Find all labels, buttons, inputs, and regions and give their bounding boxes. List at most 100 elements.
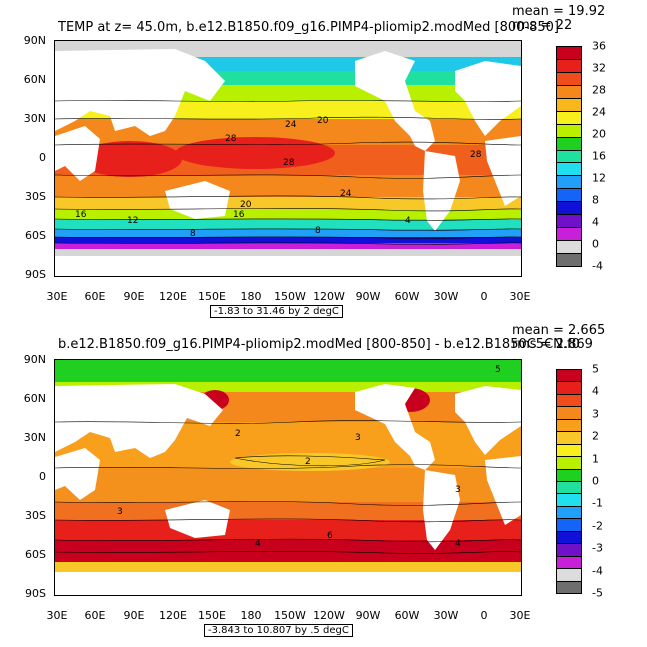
contour-interval-box: -3.843 to 10.807 by .5 degC: [204, 624, 353, 637]
contour-label: 24: [340, 189, 352, 199]
bottom-map-panel: b.e12.B1850.f09_g16.PIMP4-pliomip2.modMe…: [0, 323, 647, 646]
colorbar-swatch: [556, 214, 582, 229]
top-map-title: TEMP at z= 45.0m, b.e12.B1850.f09_g16.PI…: [58, 20, 559, 35]
colorbar-label: 32: [592, 61, 606, 75]
colorbar-swatch: [556, 84, 582, 99]
lon-label: 0: [480, 290, 488, 303]
lat-label: 30N: [23, 431, 46, 444]
colorbar-swatch: [556, 162, 582, 177]
contour-label: 5: [495, 365, 501, 375]
colorbar-label: 24: [592, 105, 606, 119]
lon-label: 90W: [355, 609, 381, 622]
lat-label: 0: [39, 151, 46, 164]
lat-label: 90N: [23, 34, 46, 47]
contour-label: 2: [305, 457, 311, 467]
contour-interval-box: -1.83 to 31.46 by 2 degC: [210, 305, 343, 318]
colorbar-swatch: [556, 456, 582, 470]
contour-label: 20: [317, 116, 329, 126]
colorbar-label: -2: [592, 519, 603, 533]
colorbar-swatch: [556, 58, 582, 73]
colorbar-label: -1: [592, 496, 603, 510]
contour-label: 4: [255, 539, 261, 549]
contour-label: 3: [455, 485, 461, 495]
colorbar-swatch: [556, 123, 582, 138]
colorbar-swatch: [556, 505, 582, 520]
lon-label: 60W: [394, 290, 420, 303]
lon-label: 180: [240, 290, 262, 303]
colorbar-swatch: [556, 175, 582, 190]
lon-label: 30E: [46, 609, 68, 622]
lat-label: 0: [39, 470, 46, 483]
colorbar-label: 4: [592, 215, 599, 229]
contour-label: 16: [233, 210, 245, 220]
colorbar-label: 36: [592, 39, 606, 53]
colorbar-swatch: [556, 97, 582, 112]
colorbar-swatch: [556, 71, 582, 86]
colorbar-swatch: [556, 481, 582, 495]
lat-label: 60N: [23, 392, 46, 405]
contour-label: 24: [285, 120, 297, 130]
lon-label: 150W: [274, 609, 306, 622]
colorbar-swatch: [556, 201, 582, 216]
lon-label: 180: [240, 609, 262, 622]
lon-label: 150E: [198, 290, 226, 303]
lat-label: 90N: [23, 353, 46, 366]
contour-label: 4: [405, 216, 411, 226]
colorbar-swatch: [556, 393, 582, 408]
top-rms-label: rms = 22: [512, 18, 573, 33]
colorbar-swatch: [556, 381, 582, 395]
contour-label: 2: [235, 429, 241, 439]
colorbar-label: 4: [592, 384, 599, 398]
contour-label: 28: [470, 150, 482, 160]
colorbar-label: -3: [592, 541, 603, 555]
colorbar-swatch: [556, 240, 582, 255]
contour-label: 16: [75, 210, 87, 220]
lon-label: 30W: [433, 290, 459, 303]
colorbar-swatch: [556, 46, 582, 60]
colorbar-swatch: [556, 253, 582, 267]
lon-label: 0: [480, 609, 488, 622]
bottom-colorbar: [556, 369, 582, 594]
contour-label: 3: [117, 507, 123, 517]
colorbar-swatch: [556, 443, 582, 458]
colorbar-label: 16: [592, 149, 606, 163]
colorbar-label: 12: [592, 171, 606, 185]
colorbar-swatch: [556, 431, 582, 445]
lat-label: 60S: [25, 229, 46, 242]
colorbar-label: 5: [592, 362, 599, 376]
lat-label: 30S: [25, 190, 46, 203]
lat-label: 60S: [25, 548, 46, 561]
top-temperature-map: 24 20 28 28 28 24 20 16 16 12 8 8 4: [54, 40, 522, 277]
colorbar-swatch: [556, 406, 582, 420]
lon-label: 120W: [313, 609, 345, 622]
contour-label: 20: [240, 200, 252, 210]
colorbar-swatch: [556, 110, 582, 125]
contour-label: 12: [127, 216, 138, 226]
colorbar-swatch: [556, 227, 582, 242]
colorbar-swatch: [556, 188, 582, 203]
lon-label: 90E: [123, 290, 145, 303]
colorbar-swatch: [556, 136, 582, 151]
colorbar-label: 1: [592, 452, 599, 466]
lat-label: 90S: [25, 268, 46, 281]
bottom-rms-label: rms = 2.869: [512, 337, 593, 352]
lon-label: 60E: [84, 609, 106, 622]
colorbar-swatch: [556, 530, 582, 545]
contour-label: 28: [225, 134, 237, 144]
colorbar-swatch: [556, 468, 582, 482]
contour-label: 8: [190, 229, 196, 239]
colorbar-label: -4: [592, 259, 603, 273]
colorbar-label: -4: [592, 564, 603, 578]
colorbar-label: -5: [592, 586, 603, 600]
lon-label: 90E: [123, 609, 145, 622]
colorbar-swatch: [556, 493, 582, 507]
colorbar-swatch: [556, 580, 582, 594]
contour-label: 4: [455, 539, 461, 549]
lon-label: 120W: [313, 290, 345, 303]
bottom-difference-map: 5 2 3 2 3 3 4 6 4: [54, 359, 522, 596]
lon-label: 150E: [198, 609, 226, 622]
top-mean-label: mean = 19.92: [512, 4, 606, 19]
colorbar-swatch: [556, 555, 582, 570]
lon-label: 30W: [433, 609, 459, 622]
contour-label: 6: [327, 531, 333, 541]
